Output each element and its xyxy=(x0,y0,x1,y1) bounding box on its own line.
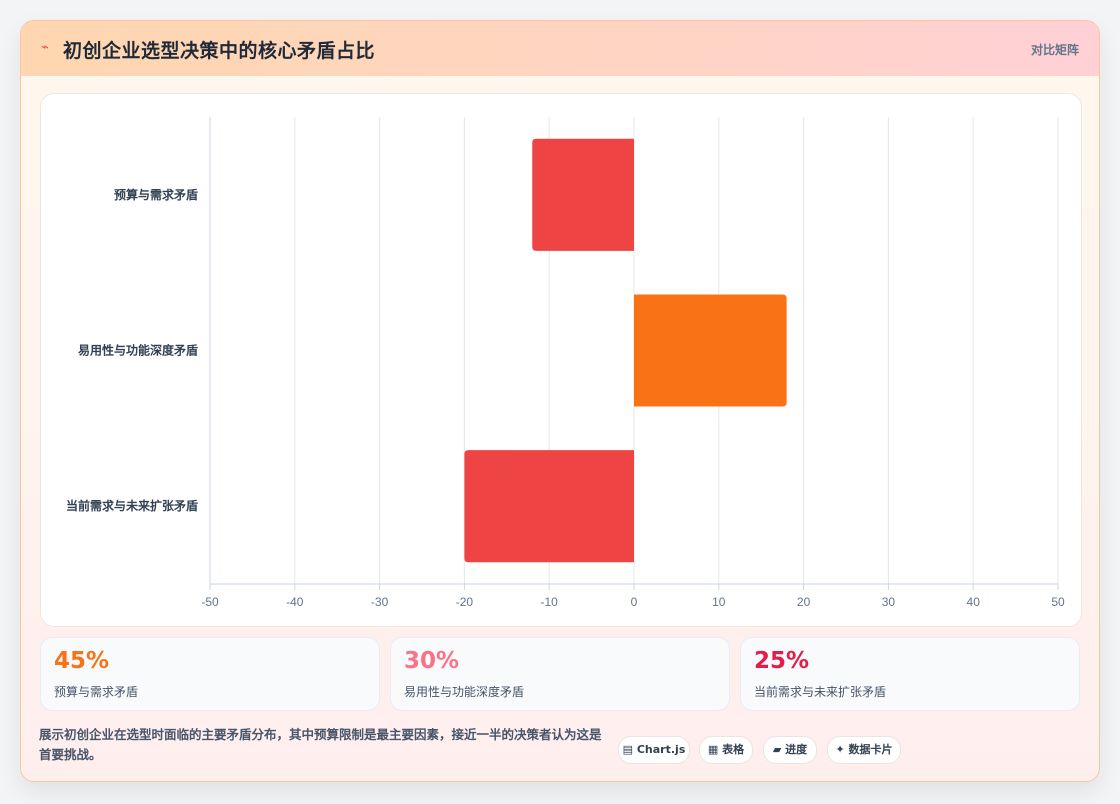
x-tick-label: 40 xyxy=(967,595,981,609)
chip-chartjs[interactable]: ▤ Chart.js xyxy=(618,736,690,764)
chip-progress[interactable]: ▰ 进度 xyxy=(763,736,817,764)
bar xyxy=(532,139,634,251)
bar-chart: -50 -40 -30 -20 -10 0 10 20 30 40 50 预算与需求矛盾易用性与功能深… xyxy=(41,94,1081,626)
chip-table[interactable]: ▦ 表格 xyxy=(699,736,753,764)
chip-data-card[interactable]: ✦ 数据卡片 xyxy=(827,736,901,764)
chart-panel: -50 -40 -30 -20 -10 0 10 20 30 40 50 预算与需求矛盾易用性与功能深… xyxy=(40,93,1082,627)
card-header: ⌁ 初创企业选型决策中的核心矛盾占比 对比矩阵 xyxy=(21,21,1099,76)
stat-value: 25% xyxy=(754,648,809,674)
x-tick-label: 20 xyxy=(797,595,811,609)
stat-label: 当前需求与未来扩张矛盾 xyxy=(754,683,886,700)
progress-icon: ▰ xyxy=(773,743,781,756)
x-tick-label: -30 xyxy=(371,595,389,609)
x-tick-label: 10 xyxy=(712,595,726,609)
x-tick-label: 30 xyxy=(882,595,896,609)
chart-title: 初创企业选型决策中的核心矛盾占比 xyxy=(63,36,375,63)
table-icon: ▦ xyxy=(708,743,718,756)
stat-card: 25% 当前需求与未来扩张矛盾 xyxy=(740,637,1080,711)
stat-card: 30% 易用性与功能深度矛盾 xyxy=(390,637,730,711)
bar xyxy=(464,450,634,562)
stat-value: 45% xyxy=(54,648,109,674)
category-label: 当前需求与未来扩张矛盾 xyxy=(66,498,198,513)
chip-label: 表格 xyxy=(722,743,744,756)
stat-card: 45% 预算与需求矛盾 xyxy=(40,637,380,711)
category-label: 预算与需求矛盾 xyxy=(114,187,198,202)
sparkle-icon: ⌁ xyxy=(41,40,49,55)
bar xyxy=(634,294,787,406)
x-tick-label: -50 xyxy=(201,595,219,609)
chip-label: Chart.js xyxy=(637,743,686,756)
stat-label: 易用性与功能深度矛盾 xyxy=(404,683,524,700)
x-tick-label: -10 xyxy=(541,595,559,609)
x-tick-label: -40 xyxy=(286,595,304,609)
chart-icon: ▤ xyxy=(623,743,633,756)
category-label: 易用性与功能深度矛盾 xyxy=(78,343,198,358)
stat-label: 预算与需求矛盾 xyxy=(54,683,138,700)
card-icon: ✦ xyxy=(835,743,844,756)
chart-card: ⌁ 初创企业选型决策中的核心矛盾占比 对比矩阵 -50 -40 -30 -20 -10 0… xyxy=(20,20,1100,782)
x-tick-label: -20 xyxy=(456,595,474,609)
chart-description: 展示初创企业在选型时面临的主要矛盾分布，其中预算限制是最主要因素，接近一半的决策… xyxy=(39,725,605,765)
stat-value: 30% xyxy=(404,648,459,674)
chip-label: 进度 xyxy=(785,743,807,756)
chip-label: 数据卡片 xyxy=(849,743,893,756)
x-tick-label: 0 xyxy=(631,595,638,609)
compare-matrix-link[interactable]: 对比矩阵 xyxy=(1031,41,1079,58)
x-tick-label: 50 xyxy=(1051,595,1065,609)
